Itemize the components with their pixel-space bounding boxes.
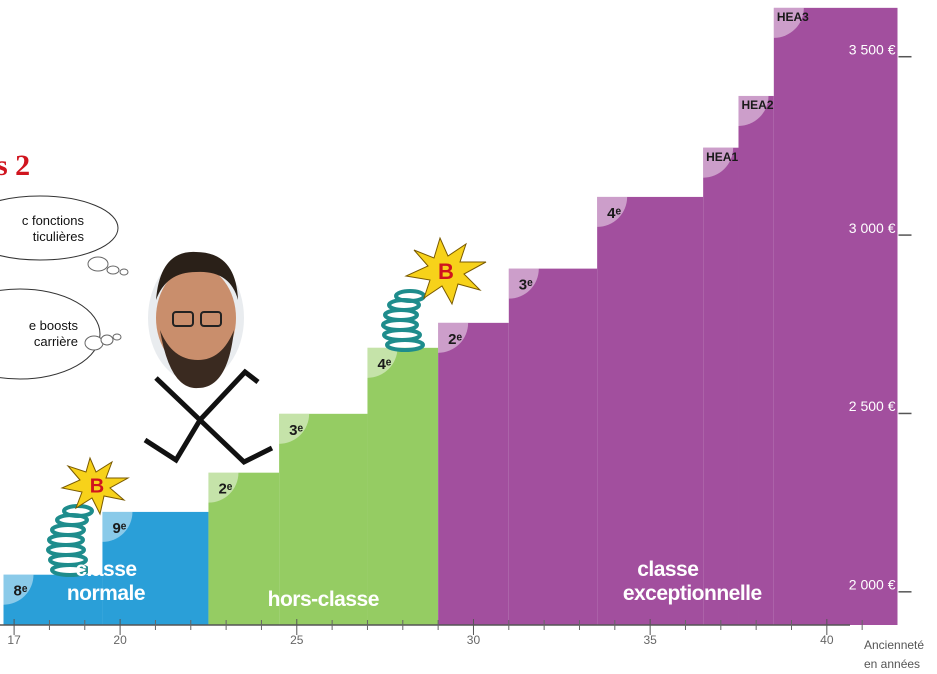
y-tick-label: 2 000 €: [849, 577, 896, 593]
spring: [383, 291, 424, 350]
badge: B: [90, 475, 104, 497]
step-label: 3ᵉ: [289, 422, 303, 439]
class-label: classe normale: [61, 558, 151, 606]
bubble-dot: [113, 334, 121, 340]
step-bar: [367, 348, 438, 625]
x-tick-label: 25: [290, 633, 304, 647]
step-bar: [703, 148, 738, 625]
title: s 2: [0, 149, 30, 182]
x-axis-label: Ancienneté en années: [864, 636, 934, 674]
step-label: 3ᵉ: [519, 277, 533, 294]
bubble-dot: [101, 335, 113, 345]
step-bar: [738, 96, 773, 625]
step-label: 2ᵉ: [218, 481, 232, 498]
x-tick-label: 35: [643, 633, 657, 647]
x-tick-label: 30: [467, 633, 481, 647]
x-tick-label: 17: [7, 633, 21, 647]
step-label: 9ᵉ: [112, 520, 126, 537]
y-tick-label: 2 500 €: [849, 398, 896, 414]
badge: B: [438, 259, 454, 284]
step-label: HEA2: [741, 98, 773, 112]
step-label: HEA3: [777, 10, 809, 24]
step-label: 2ᵉ: [448, 331, 462, 348]
x-tick-label: 40: [820, 633, 834, 647]
bubble-dot: [88, 257, 108, 271]
bubble-text: c fonctions ticulières: [0, 213, 84, 245]
x-tick-label: 20: [113, 633, 127, 647]
page: {"chart_data": { "type": "step", "title"…: [0, 0, 937, 674]
step-label: 8ᵉ: [14, 583, 28, 600]
y-tick-label: 3 000 €: [849, 220, 896, 236]
step-label: HEA1: [706, 150, 738, 164]
step-bar: [774, 8, 898, 625]
step-label: 4ᵉ: [377, 356, 391, 373]
y-tick-label: 3 500 €: [849, 41, 896, 57]
bubble-text: e boosts carrière: [0, 318, 78, 350]
bubble-dot: [85, 336, 103, 350]
step-label: 4ᵉ: [607, 205, 621, 222]
step-bar: [509, 269, 597, 625]
class-label: hors-classe: [248, 588, 398, 612]
step-bar: [438, 323, 509, 625]
class-label: classe exceptionnelle: [623, 558, 713, 606]
bubble-dot: [120, 269, 128, 275]
bubble-dot: [107, 266, 119, 274]
